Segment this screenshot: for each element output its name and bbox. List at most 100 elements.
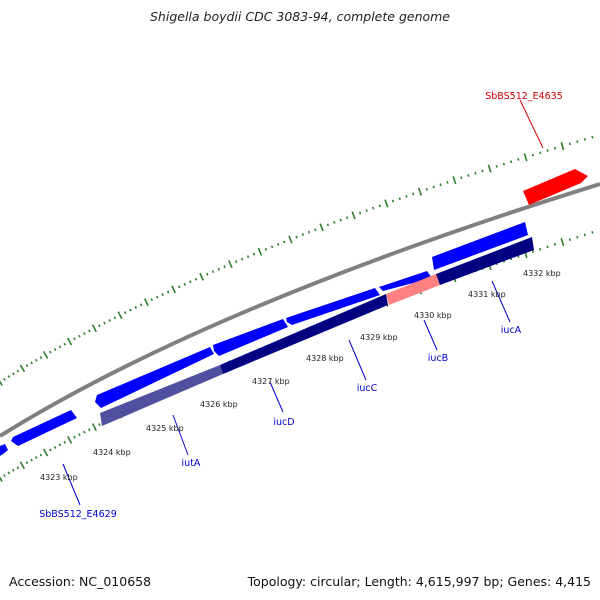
minor-tick bbox=[49, 448, 52, 452]
gene-label-iucC[interactable]: iucC bbox=[357, 383, 378, 394]
cds-arrow-5[interactable] bbox=[286, 288, 380, 325]
major-tick bbox=[288, 235, 293, 244]
operon-band-iucA[interactable] bbox=[436, 237, 534, 285]
minor-tick bbox=[460, 176, 463, 180]
cds-arrow-1[interactable] bbox=[0, 444, 8, 456]
major-tick bbox=[19, 461, 26, 470]
minor-tick bbox=[88, 329, 91, 333]
minor-tick bbox=[509, 160, 513, 164]
minor-tick bbox=[432, 185, 435, 189]
minor-tick bbox=[252, 252, 256, 256]
minor-tick bbox=[576, 140, 579, 144]
label-line-iucD bbox=[269, 381, 284, 413]
major-tick bbox=[42, 448, 49, 457]
operon-band-iutA[interactable] bbox=[100, 365, 223, 426]
minor-tick bbox=[358, 211, 362, 215]
minor-tick bbox=[467, 174, 470, 177]
cds-arrow-6[interactable] bbox=[379, 271, 432, 291]
minor-tick bbox=[314, 228, 317, 232]
minor-tick bbox=[412, 192, 415, 196]
gene-labels: SbBS512_E4629 iutA iucD iucC iucB iucA SbBS512… bbox=[39, 91, 563, 520]
minor-tick bbox=[183, 282, 186, 286]
major-tick bbox=[560, 142, 565, 151]
minor-tick bbox=[517, 158, 520, 161]
minor-tick bbox=[53, 348, 57, 351]
minor-tick bbox=[283, 240, 286, 244]
minor-tick bbox=[88, 428, 91, 432]
gene-label-iucD[interactable]: iucD bbox=[273, 417, 294, 428]
minor-tick bbox=[30, 361, 33, 365]
minor-tick bbox=[63, 440, 67, 444]
label-line-iucB bbox=[423, 319, 438, 351]
map-title: Shigella boydii CDC 3083-94, complete ge… bbox=[149, 9, 451, 24]
minor-tick bbox=[391, 199, 395, 203]
minor-tick bbox=[3, 377, 6, 381]
tick-label: 4328 kbp bbox=[306, 354, 344, 363]
minor-tick bbox=[34, 358, 38, 362]
minor-tick bbox=[576, 235, 579, 239]
gene-label-iucB[interactable]: iucB bbox=[428, 353, 448, 364]
major-tick bbox=[199, 272, 204, 281]
minor-tick bbox=[7, 375, 11, 378]
minor-tick bbox=[139, 303, 143, 307]
minor-tick bbox=[123, 311, 127, 315]
feature-arrow-SbBS512_E4635[interactable] bbox=[523, 169, 588, 205]
minor-tick bbox=[150, 298, 154, 302]
minor-tick bbox=[206, 272, 209, 276]
minor-tick bbox=[34, 456, 38, 460]
tick-label: 4332 kbp bbox=[523, 269, 561, 278]
minor-tick bbox=[295, 235, 298, 239]
minor-tick bbox=[83, 332, 86, 335]
feature-label-SbBS512_E4635[interactable]: SbBS512_E4635 bbox=[485, 91, 563, 102]
major-tick bbox=[228, 260, 233, 269]
minor-tick bbox=[73, 337, 76, 341]
operon-band-iuc[interactable] bbox=[220, 294, 388, 374]
minor-tick bbox=[98, 423, 101, 427]
minor-tick bbox=[12, 372, 15, 376]
minor-tick bbox=[345, 216, 349, 220]
tick-label: 4325 kbp bbox=[146, 424, 184, 433]
tick-label: 4323 kbp bbox=[40, 473, 78, 482]
gene-label-SbBS512_E4629[interactable]: SbBS512_E4629 bbox=[39, 509, 117, 520]
minor-tick bbox=[129, 308, 132, 312]
minor-tick bbox=[177, 285, 181, 289]
minor-tick bbox=[103, 321, 106, 325]
gene-label-iucA[interactable]: iucA bbox=[501, 325, 522, 336]
tick-labels: 4323 kbp 4324 kbp 4325 kbp 4326 kbp 4327 kbp… bbox=[40, 269, 561, 482]
major-tick bbox=[351, 211, 356, 220]
major-tick bbox=[257, 247, 263, 256]
minor-tick bbox=[333, 221, 336, 224]
minor-tick bbox=[474, 171, 477, 175]
major-tick bbox=[0, 380, 3, 386]
major-tick bbox=[417, 187, 423, 196]
major-tick bbox=[91, 423, 97, 432]
minor-tick bbox=[531, 153, 535, 157]
major-tick bbox=[171, 285, 177, 294]
minor-tick bbox=[16, 466, 20, 470]
major-tick bbox=[67, 435, 73, 444]
minor-tick bbox=[372, 206, 375, 210]
minor-tick bbox=[276, 242, 280, 246]
minor-tick bbox=[166, 290, 170, 294]
cds-arrow-4[interactable] bbox=[213, 319, 288, 356]
cds-arrow-2[interactable] bbox=[11, 410, 77, 446]
operon-band-iucB[interactable] bbox=[386, 274, 440, 305]
minor-tick bbox=[211, 270, 215, 274]
gene-label-iutA[interactable]: iutA bbox=[182, 458, 201, 469]
minor-tick bbox=[83, 430, 86, 434]
minor-tick bbox=[553, 243, 557, 246]
minor-tick bbox=[246, 255, 250, 259]
minor-tick bbox=[591, 231, 594, 234]
tick-label: 4330 kbp bbox=[414, 311, 452, 320]
inner-tick-track bbox=[0, 231, 594, 482]
minor-tick bbox=[30, 458, 33, 462]
minor-tick bbox=[398, 197, 401, 201]
major-tick bbox=[560, 237, 565, 247]
minor-tick bbox=[546, 245, 549, 249]
cds-arrow-3[interactable] bbox=[95, 347, 214, 408]
major-tick bbox=[91, 324, 97, 333]
cds-arrow-7[interactable] bbox=[432, 222, 528, 270]
minor-tick bbox=[405, 194, 408, 198]
minor-tick bbox=[240, 257, 244, 261]
